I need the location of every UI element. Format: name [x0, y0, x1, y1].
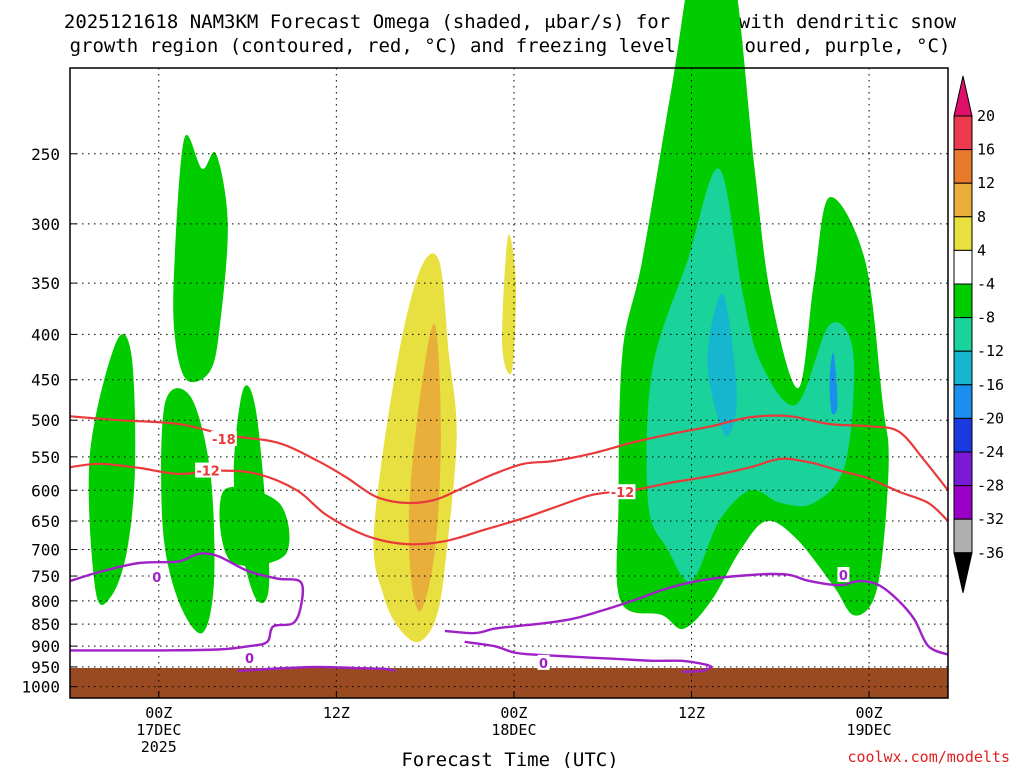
colorbar-label-5: -4 — [977, 275, 995, 293]
freezing-label-bg-3 — [837, 567, 850, 583]
freezing-label-2: 0 — [539, 657, 548, 672]
x-tick-date-4: 19DEC — [847, 721, 892, 739]
colorbar-swatch-5 — [953, 283, 973, 319]
dgz-label-bg-1-0 — [195, 462, 222, 478]
colorbar-swatch-0 — [953, 115, 973, 151]
dgz-label-bg-0-0 — [210, 430, 237, 446]
y-tick-label-1000: 1000 — [21, 678, 60, 697]
colorbar-swatch-10 — [953, 451, 973, 487]
freezing-contour-3 — [464, 640, 713, 673]
x-tick-label-2: 00Z — [500, 704, 527, 722]
colorbar-swatch-12 — [953, 518, 973, 554]
omega-region-8 — [616, 0, 889, 629]
chart-title-line1: 2025121618 NAM3KM Forecast Omega (shaded… — [64, 11, 957, 33]
x-tick-label-1: 12Z — [323, 704, 350, 722]
colorbar-bottom-arrow — [953, 552, 973, 593]
colorbar-label-3: 8 — [977, 208, 986, 226]
omega-region-1 — [161, 388, 215, 634]
colorbar-label-6: -8 — [977, 309, 995, 327]
contour-label-layer: -18 -12 -12 0 0 0 0 — [150, 430, 850, 672]
colorbar-label-7: -12 — [977, 342, 1004, 360]
omega-region-2 — [173, 134, 228, 383]
colorbar-swatch-7 — [953, 350, 973, 386]
colorbar-swatch-11 — [953, 485, 973, 520]
freezing-label-bg-1 — [243, 649, 256, 665]
plot-area: -18 -12 -12 0 0 0 0 — [69, 0, 949, 699]
freezing-label-1: 0 — [245, 652, 254, 667]
freezing-contour-2 — [237, 665, 396, 673]
dgz-contour--12 — [69, 457, 949, 546]
y-tick-label-250: 250 — [31, 145, 60, 164]
freezing-label-3: 0 — [839, 569, 848, 584]
colorbar-label-1: 16 — [977, 141, 995, 159]
y-tick-label-600: 600 — [31, 481, 60, 500]
freezing-label-0: 0 — [152, 571, 161, 586]
omega-region-7 — [502, 234, 517, 375]
y-tick-label-650: 650 — [31, 512, 60, 531]
y-tick-label-550: 550 — [31, 448, 60, 467]
y-tick-label-950: 950 — [31, 658, 60, 677]
colorbar-label-9: -20 — [977, 409, 1004, 427]
y-tick-label-900: 900 — [31, 637, 60, 656]
colorbar-label-13: -36 — [977, 544, 1004, 562]
x-tick-date-2: 18DEC — [491, 721, 536, 739]
y-tick-label-400: 400 — [31, 325, 60, 344]
y-tick-label-350: 350 — [31, 274, 60, 293]
colorbar-label-10: -24 — [977, 443, 1004, 461]
omega-region-0 — [88, 333, 136, 605]
x-axis-label: Forecast Time (UTC) — [401, 749, 618, 768]
omega-region-4 — [219, 486, 290, 566]
y-tick-label-450: 450 — [31, 371, 60, 390]
colorbar-label-12: -32 — [977, 510, 1004, 528]
colorbar-label-4: 4 — [977, 241, 986, 259]
y-tick-label-800: 800 — [31, 592, 60, 611]
ground-surface — [70, 668, 948, 698]
colorbar-swatch-8 — [953, 384, 973, 419]
colorbar-top-arrow — [953, 75, 973, 117]
colorbar-label-0: 20 — [977, 107, 995, 125]
y-tick-label-500: 500 — [31, 411, 60, 430]
x-tick-date-0: 17DEC — [136, 721, 181, 739]
x-tick-label-0: 00Z — [145, 704, 172, 722]
freezing-label-bg-0 — [150, 569, 163, 585]
pressure-axis: 250 300 350 400 450 500 550 600 650 700 750 800 850 9… — [21, 145, 77, 697]
plot-frame — [69, 67, 949, 699]
colorbar-swatch-6 — [953, 317, 973, 352]
x-tick-label-4: 00Z — [856, 704, 883, 722]
y-tick-label-750: 750 — [31, 567, 60, 586]
dgz-label-1-0: -12 — [196, 465, 220, 480]
chart-title-line2: growth region (contoured, red, °C) and f… — [70, 35, 951, 57]
omega-region-6 — [408, 323, 441, 612]
omega-region-10 — [707, 293, 737, 437]
x-tick-year-0: 2025 — [141, 738, 177, 756]
dgz-contour--18 — [69, 414, 949, 505]
y-tick-label-700: 700 — [31, 541, 60, 560]
colorbar-swatch-2 — [953, 182, 973, 218]
colorbar-label-8: -16 — [977, 376, 1004, 394]
colorbar-swatch-1 — [953, 149, 973, 184]
y-tick-label-300: 300 — [31, 215, 60, 234]
contour-layer — [69, 414, 949, 673]
omega-region-11 — [829, 352, 838, 415]
freezing-label-bg-2 — [537, 654, 550, 670]
colorbar-swatch-3 — [953, 216, 973, 251]
x-tick-label-3: 12Z — [678, 704, 705, 722]
dgz-label-0-0: -18 — [212, 433, 236, 448]
colorbar-swatch-9 — [953, 417, 973, 453]
dgz-label-1-1: -12 — [611, 486, 635, 501]
colorbar-swatch-4 — [953, 249, 973, 285]
freezing-contour-1 — [444, 572, 949, 656]
colorbar-label-2: 12 — [977, 174, 995, 192]
omega-shading-layer — [88, 0, 889, 643]
freezing-contour-0 — [69, 552, 305, 652]
colorbar: 20 16 12 8 4 -4 -8 -12 -16 -20 -24 -28 -32 -36 — [953, 75, 1004, 593]
colorbar-label-11: -28 — [977, 477, 1004, 495]
grid-layer — [70, 68, 948, 698]
credit-text: coolwx.com/modelts — [847, 748, 1010, 766]
y-tick-label-850: 850 — [31, 615, 60, 634]
dgz-label-bg-1-1 — [609, 484, 636, 500]
